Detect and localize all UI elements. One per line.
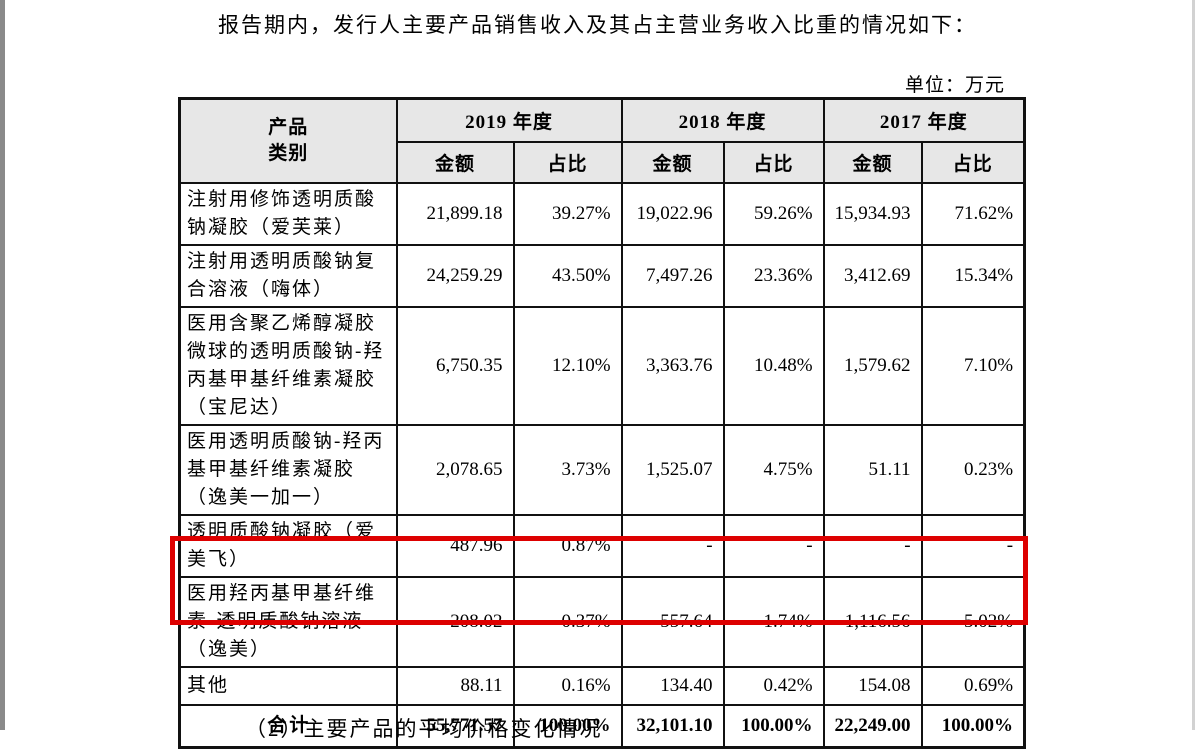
amount-cell: 6,750.35 — [395, 305, 515, 426]
ratio-cell: 59.26% — [722, 181, 825, 246]
ratio-cell: 10.48% — [722, 305, 825, 426]
ratio-cell: 100.00% — [920, 703, 1026, 749]
table-row-highlighted: 医用羟丙基甲基纤维素-透明质酸钠溶液（逸美） 208.02 0.37% 557.… — [178, 575, 1026, 668]
ratio-cell: 5.02% — [920, 575, 1026, 668]
ratio-cell: 12.10% — [512, 305, 623, 426]
header-ratio-2019: 占比 — [512, 140, 623, 184]
header-year-2017: 2017 年度 — [822, 97, 1026, 143]
amount-cell: 51.11 — [822, 423, 923, 516]
header-year-2018: 2018 年度 — [620, 97, 825, 143]
ratio-cell: 4.75% — [722, 423, 825, 516]
ratio-cell: 1.74% — [722, 575, 825, 668]
amount-cell: 22,249.00 — [822, 703, 923, 749]
header-amount-2018: 金额 — [620, 140, 725, 184]
amount-cell: 21,899.18 — [395, 181, 515, 246]
ratio-cell: 0.69% — [920, 665, 1026, 706]
amount-cell: 2,078.65 — [395, 423, 515, 516]
product-name-cell: 医用透明质酸钠-羟丙基甲基纤维素凝胶（逸美一加一） — [178, 423, 398, 516]
ratio-cell: 23.36% — [722, 243, 825, 308]
table-row: 注射用修饰透明质酸钠凝胶（爱芙莱） 21,899.18 39.27% 19,02… — [178, 181, 1026, 246]
amount-cell: 208.02 — [395, 575, 515, 668]
amount-cell: 15,934.93 — [822, 181, 923, 246]
next-section-heading: （2）主要产品的平均价格变化情况 — [245, 717, 603, 741]
amount-cell: 3,363.76 — [620, 305, 725, 426]
ratio-cell: 3.73% — [512, 423, 623, 516]
ratio-cell: 15.34% — [920, 243, 1026, 308]
table-row: 注射用透明质酸钠复合溶液（嗨体） 24,259.29 43.50% 7,497.… — [178, 243, 1026, 308]
ratio-cell: 0.16% — [512, 665, 623, 706]
amount-cell: 154.08 — [822, 665, 923, 706]
ratio-cell: 43.50% — [512, 243, 623, 308]
header-product-category: 产品 类别 — [178, 97, 398, 184]
header-ratio-2018: 占比 — [722, 140, 825, 184]
header-ratio-2017: 占比 — [920, 140, 1026, 184]
table-row: 其他 88.11 0.16% 134.40 0.42% 154.08 0.69% — [178, 665, 1026, 706]
ratio-cell: 0.42% — [722, 665, 825, 706]
ratio-cell: - — [920, 513, 1026, 578]
ratio-cell: 39.27% — [512, 181, 623, 246]
header-amount-2017: 金额 — [822, 140, 923, 184]
ratio-cell: 71.62% — [920, 181, 1026, 246]
page-left-edge — [0, 0, 5, 730]
ratio-cell: - — [722, 513, 825, 578]
intro-paragraph: 报告期内，发行人主要产品销售收入及其占主营业务收入比重的情况如下： — [218, 13, 977, 37]
product-name-cell: 医用羟丙基甲基纤维素-透明质酸钠溶液（逸美） — [178, 575, 398, 668]
product-name-cell: 医用含聚乙烯醇凝胶微球的透明质酸钠-羟丙基甲基纤维素凝胶（宝尼达） — [178, 305, 398, 426]
amount-cell: 88.11 — [395, 665, 515, 706]
ratio-cell: 0.87% — [512, 513, 623, 578]
header-year-2019: 2019 年度 — [395, 97, 623, 143]
ratio-cell: 0.37% — [512, 575, 623, 668]
ratio-cell: 100.00% — [722, 703, 825, 749]
amount-cell: 24,259.29 — [395, 243, 515, 308]
header-amount-2019: 金额 — [395, 140, 515, 184]
amount-cell: - — [620, 513, 725, 578]
amount-cell: 1,116.56 — [822, 575, 923, 668]
header-product-line2: 类别 — [268, 142, 309, 164]
product-name-cell: 注射用修饰透明质酸钠凝胶（爱芙莱） — [178, 181, 398, 246]
ratio-cell: 0.23% — [920, 423, 1026, 516]
amount-cell: 487.96 — [395, 513, 515, 578]
amount-cell: 7,497.26 — [620, 243, 725, 308]
header-row-subcolumns: 金额 占比 金额 占比 金额 占比 — [180, 140, 1026, 184]
amount-cell: 134.40 — [620, 665, 725, 706]
table-row: 透明质酸钠凝胶（爱美飞） 487.96 0.87% - - - - — [178, 513, 1026, 578]
amount-cell: - — [822, 513, 923, 578]
revenue-table: 产品 类别 2019 年度 2018 年度 2017 年度 金额 占比 金额 占… — [178, 97, 1027, 749]
product-name-cell: 注射用透明质酸钠复合溶液（嗨体） — [178, 243, 398, 308]
amount-cell: 3,412.69 — [822, 243, 923, 308]
product-name-cell: 透明质酸钠凝胶（爱美飞） — [178, 513, 398, 578]
amount-cell: 557.64 — [620, 575, 725, 668]
header-row-years: 产品 类别 2019 年度 2018 年度 2017 年度 — [178, 97, 1026, 184]
table-row: 医用含聚乙烯醇凝胶微球的透明质酸钠-羟丙基甲基纤维素凝胶（宝尼达） 6,750.… — [178, 305, 1026, 426]
product-name-cell: 其他 — [178, 665, 398, 706]
ratio-cell: 7.10% — [920, 305, 1026, 426]
table-row: 医用透明质酸钠-羟丙基甲基纤维素凝胶（逸美一加一） 2,078.65 3.73%… — [178, 423, 1026, 516]
unit-label: 单位：万元 — [905, 75, 1006, 96]
amount-cell: 19,022.96 — [620, 181, 725, 246]
page-right-edge — [1192, 0, 1195, 730]
amount-cell: 1,525.07 — [620, 423, 725, 516]
amount-cell: 32,101.10 — [620, 703, 725, 749]
amount-cell: 1,579.62 — [822, 305, 923, 426]
header-product-line1: 产品 — [268, 116, 309, 138]
